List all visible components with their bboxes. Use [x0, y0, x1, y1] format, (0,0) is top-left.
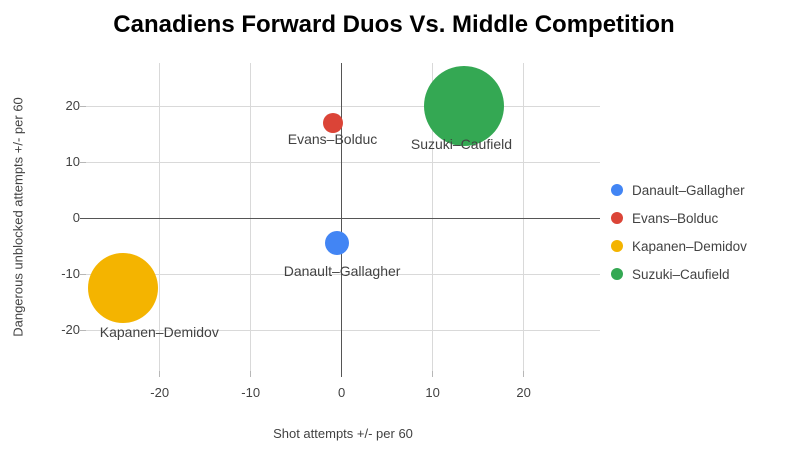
x-tick [159, 371, 161, 377]
legend: Danault–Gallagher Evans–Bolduc Kapanen–Dem… [611, 176, 747, 288]
y-tick [80, 105, 86, 107]
legend-item-label: Kapanen–Demidov [632, 238, 747, 254]
x-tick-label: 10 [425, 385, 440, 400]
x-tick [250, 371, 252, 377]
gridline [86, 161, 600, 163]
x-axis-title: Shot attempts +/- per 60 [273, 426, 413, 441]
bubble-kapanen-demidov[interactable] [88, 253, 159, 324]
gridline [523, 63, 525, 371]
y-tick-label: -20 [61, 322, 80, 338]
bubble-danault-gallagher[interactable] [325, 231, 350, 256]
legend-dot-icon [611, 212, 623, 224]
y-tick [80, 217, 86, 219]
y-tick-label: 20 [65, 98, 80, 114]
legend-item-kapanen-demidov: Kapanen–Demidov [611, 232, 747, 260]
gridline [250, 63, 252, 371]
x-tick-label: 20 [516, 385, 531, 400]
x-tick [341, 371, 343, 377]
gridline [86, 105, 600, 107]
legend-dot-icon [611, 184, 623, 196]
gridline [432, 63, 434, 371]
x-tick-label: -10 [241, 385, 261, 400]
y-tick [80, 329, 86, 331]
legend-item-suzuki-caufield: Suzuki–Caufield [611, 260, 747, 288]
gridline [86, 329, 600, 331]
x-tick [523, 371, 525, 377]
bubble-evans-bolduc[interactable] [322, 112, 343, 133]
x-zero-axis-line [86, 217, 600, 219]
legend-dot-icon [611, 268, 623, 280]
x-tick-label: -20 [150, 385, 170, 400]
legend-item-label: Suzuki–Caufield [632, 266, 730, 282]
x-tick [432, 371, 434, 377]
legend-item-evans-bolduc: Evans–Bolduc [611, 204, 747, 232]
legend-item-label: Danault–Gallagher [632, 182, 745, 198]
x-tick-label: 0 [338, 385, 346, 400]
bubble-label-kapanen-demidov: Kapanen–Demidov [99, 324, 219, 341]
bubble-suzuki-caufield[interactable] [424, 66, 505, 147]
legend-item-label: Evans–Bolduc [632, 210, 719, 226]
y-tick-label: -10 [61, 266, 80, 282]
legend-item-danault-gallagher: Danault–Gallagher [611, 176, 747, 204]
y-zero-axis-line [341, 63, 343, 371]
y-tick [80, 161, 86, 163]
chart-title: Canadiens Forward Duos Vs. Middle Compet… [113, 11, 675, 38]
y-tick [80, 273, 86, 275]
bubble-label-danault-gallagher: Danault–Gallagher [283, 263, 401, 280]
legend-dot-icon [611, 240, 623, 252]
gridline [86, 273, 600, 275]
bubble-label-evans-bolduc: Evans–Bolduc [287, 130, 378, 147]
y-axis-title: Dangerous unblocked attempts +/- per 60 [10, 97, 26, 337]
plot-area: Danault–Gallagher Evans–Bolduc Kapanen–Dem… [86, 63, 600, 371]
y-tick-label: 10 [65, 154, 80, 170]
y-tick-label: 0 [72, 210, 80, 226]
bubble-label-suzuki-caufield: Suzuki–Caufield [410, 136, 513, 153]
gridline [159, 63, 161, 371]
